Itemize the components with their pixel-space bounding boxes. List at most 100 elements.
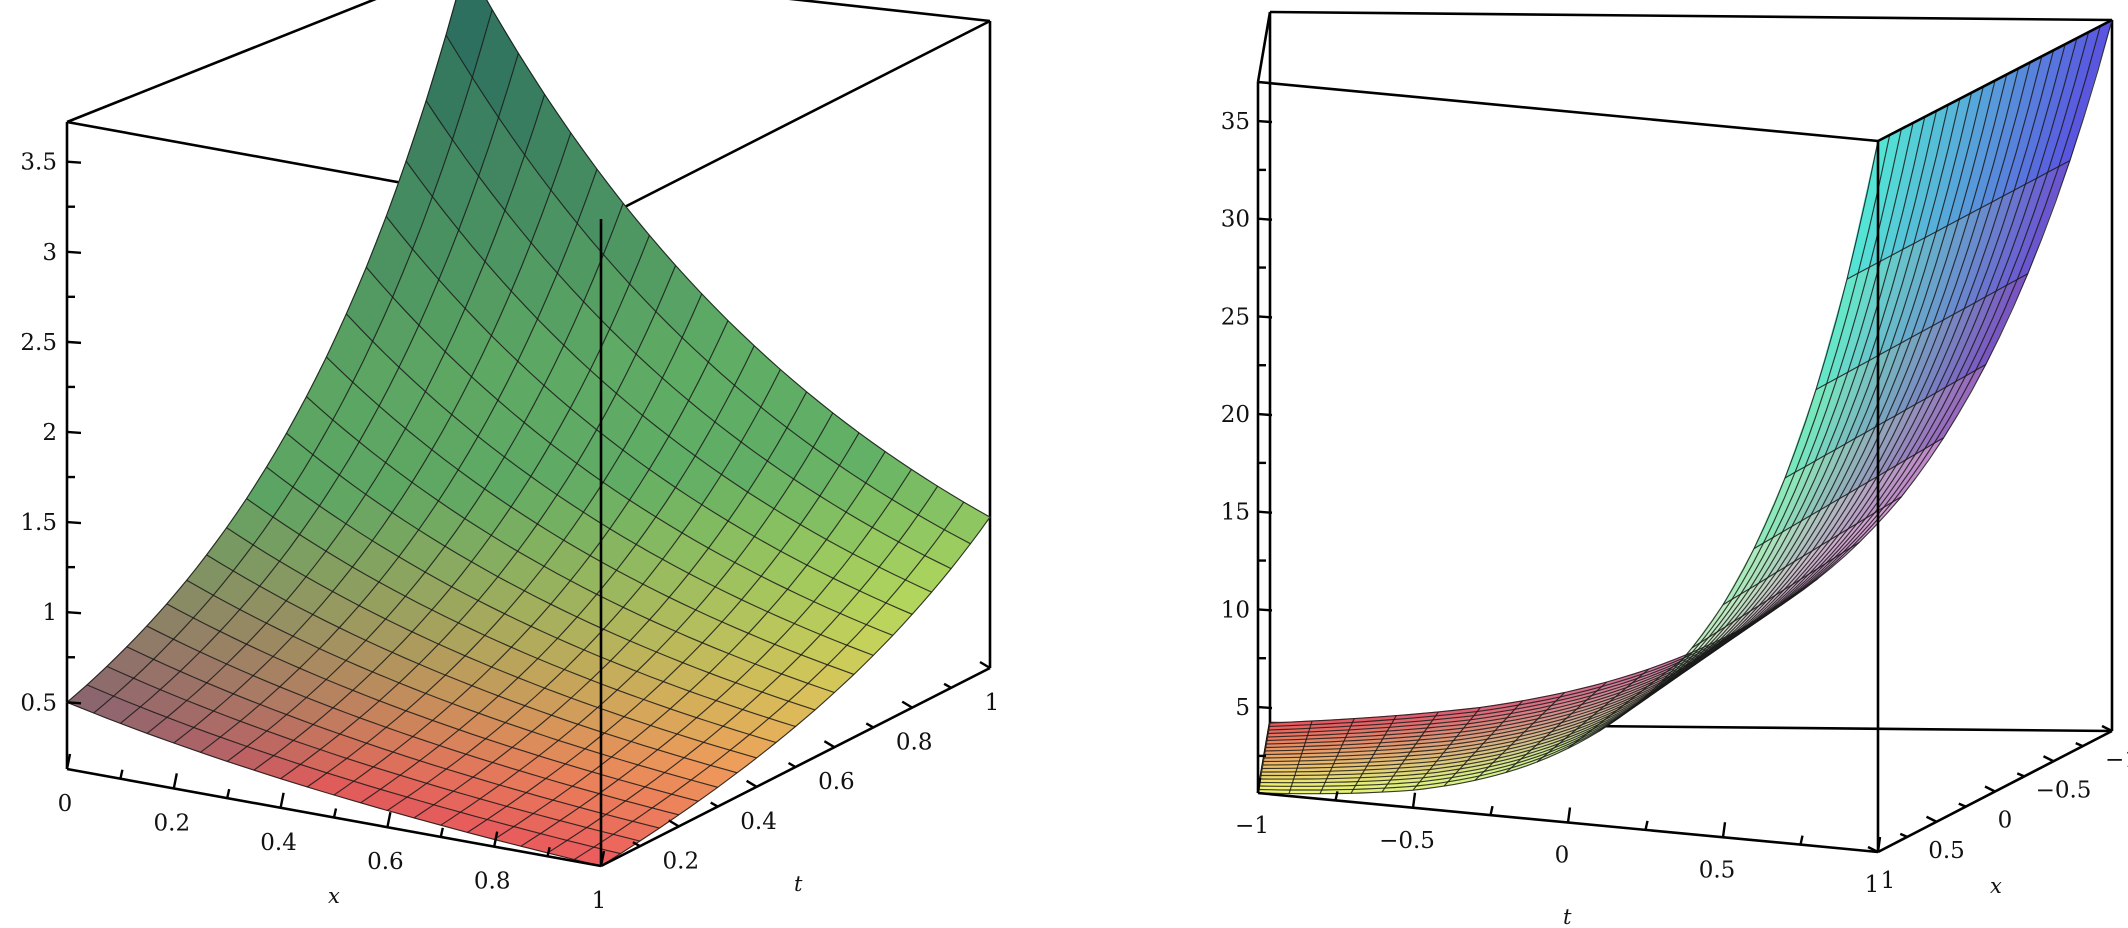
surface-gridline (1259, 128, 1902, 787)
x-tick-label: −0.5 (2036, 777, 2092, 803)
z-tick-mark (66, 611, 82, 615)
z-tick-label: 15 (1221, 500, 1250, 526)
surface-gridline (1261, 110, 1938, 777)
z-tick-mark (66, 160, 82, 164)
surface-gridline (1265, 68, 2019, 752)
x-tick-label: 0.2 (154, 810, 191, 836)
z-tick-label: 3 (42, 240, 57, 266)
t-tick-label: 0 (1555, 843, 1570, 869)
z-tick-mark (66, 340, 82, 345)
x-axis-label-right: x (1990, 874, 2002, 898)
x-tick-label: 0.4 (260, 830, 297, 856)
t-minor-tick (787, 761, 797, 769)
t-tick-label: −0.5 (1379, 828, 1435, 854)
box-edge-back (788, 0, 991, 23)
surface-gridline (66, 701, 602, 867)
x-tick-mark (172, 773, 178, 789)
x-tick-mark (1925, 815, 1938, 823)
t-tick-mark (1566, 807, 1572, 823)
t-tick-mark (668, 819, 680, 828)
t-tick-mark (745, 779, 758, 788)
t-minor-tick (710, 801, 719, 808)
surface-gridline (1262, 92, 1973, 766)
surface-gridline (365, 266, 894, 636)
t-minor-tick (1334, 791, 1339, 801)
z-tick-mark (66, 430, 82, 435)
z-tick-mark (1257, 315, 1273, 319)
x-tick-label: −1 (2105, 747, 2128, 773)
x-tick-mark (386, 811, 392, 828)
z-tick-mark (1257, 412, 1273, 417)
z-tick-label: 35 (1221, 109, 1250, 135)
surface-gridline (1266, 50, 2055, 742)
z-tick-mark (66, 520, 82, 525)
z-tick-mark (1257, 705, 1273, 710)
t-tick-label: 0.5 (1699, 857, 1736, 883)
z-tick-label: 30 (1221, 207, 1250, 233)
z-tick-label: 20 (1221, 402, 1250, 428)
surface-gridline (246, 498, 777, 744)
z-tick-mark (1257, 119, 1273, 124)
t-minor-tick (943, 682, 952, 689)
surface-gridline (106, 665, 641, 842)
z-tick-label: 5 (1235, 695, 1250, 721)
t-tick-label: 0.2 (663, 848, 700, 874)
z-tick-mark (66, 701, 82, 705)
t-tick-mark (1411, 792, 1417, 808)
surface-gridline (266, 466, 796, 728)
box-edge-back (1256, 11, 1272, 83)
surface-gridline (126, 646, 660, 829)
z-tick-label: 25 (1221, 304, 1250, 330)
x-minor-tick (1958, 802, 1967, 808)
surface-gridline (286, 432, 816, 711)
surface-gridline (1267, 44, 2066, 738)
x-minor-tick (226, 788, 231, 799)
surface-gridline (1263, 80, 1996, 759)
x-tick-label: 0.8 (474, 869, 511, 895)
surface-gridline (1259, 122, 1914, 784)
t-tick-label: 1 (985, 690, 1000, 716)
surface-gridline (1260, 116, 1926, 780)
surface-left (66, 0, 991, 867)
x-minor-tick (119, 769, 124, 779)
t-minor-tick (1489, 805, 1494, 816)
surface-gridline (1266, 56, 2043, 745)
surface-gridline (1264, 74, 2008, 756)
box-edge-back (600, 19, 991, 221)
t-tick-mark (823, 740, 836, 749)
z-tick-label: 0.5 (20, 690, 57, 716)
surface-gridline (1258, 134, 1891, 791)
x-tick-mark (65, 753, 72, 770)
surface-plot-right: 5 10 15 20 25 30 35 −1 −0.5 0 0.5 1 −1 −0.5 0 0.5 1 t x (1221, 10, 2128, 928)
surface-gridline (146, 625, 679, 816)
z-tick-label: 10 (1221, 597, 1250, 623)
z-tick-label: 2.5 (20, 330, 57, 356)
x-tick-label: 1 (592, 888, 607, 914)
surface-gridline (86, 684, 621, 855)
surface-gridline (306, 396, 835, 694)
surface-gridline (385, 216, 913, 615)
x-minor-tick (1899, 832, 1908, 838)
x-tick-label: 0 (58, 791, 73, 817)
x-tick-mark (1984, 785, 1996, 793)
x-tick-label: 0.5 (1928, 838, 1965, 864)
x-minor-tick (332, 808, 338, 818)
box-edge-back (1269, 10, 2113, 22)
surface-gridline (425, 100, 952, 570)
surface-gridline (1263, 86, 1984, 763)
surface-gridline (486, 0, 991, 518)
surface-right (1257, 19, 2113, 795)
x-tick-mark (599, 850, 606, 867)
t-tick-mark (1256, 777, 1262, 794)
surface-gridline (1262, 98, 1961, 770)
t-tick-label: 0.6 (818, 769, 855, 795)
x-minor-tick (546, 847, 551, 857)
surface-plot-left: 0.5 1 1.5 2 2.5 3 3.5 0 0.2 0.4 0.6 0.8 1 0.2 0.4 0.6 0.… (20, 0, 999, 914)
x-minor-tick (2075, 742, 2084, 748)
z-tick-mark (1257, 217, 1273, 221)
box-edge-back (66, 0, 377, 124)
surface-gridline (1268, 31, 2090, 731)
t-minor-tick (1799, 835, 1804, 845)
z-tick-label: 2 (42, 420, 57, 446)
